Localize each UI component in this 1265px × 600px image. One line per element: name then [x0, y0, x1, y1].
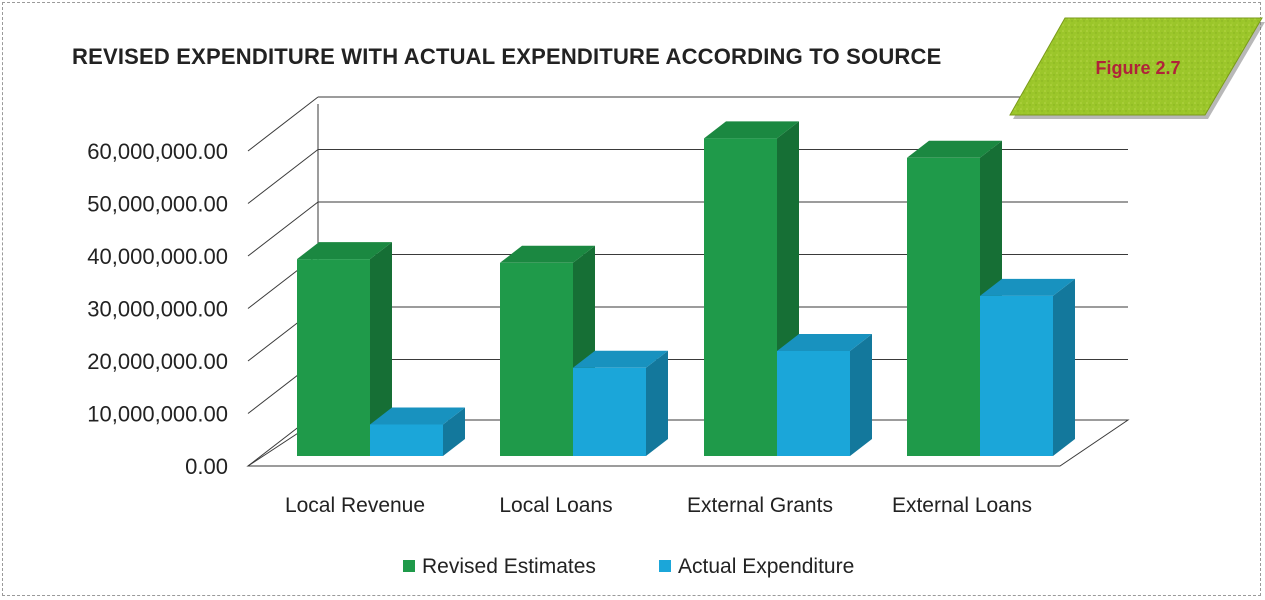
y-tick-label: 20,000,000.00 [87, 349, 228, 374]
y-axis: 0.00 10,000,000.00 20,000,000.00 30,000,000… [87, 139, 228, 479]
y-tick-label: 40,000,000.00 [87, 244, 228, 269]
bar-side [443, 407, 465, 456]
y-tick-label: 60,000,000.00 [87, 139, 228, 164]
bar-front [500, 262, 573, 456]
bar-actual-expenditure [573, 350, 668, 456]
x-tick-label: Local Loans [499, 494, 612, 517]
x-axis: Local Revenue Local Loans External Grants E… [285, 494, 1032, 517]
grid-diagonal [247, 201, 319, 257]
bar-side [850, 334, 872, 456]
x-tick-label: External Loans [892, 494, 1032, 517]
bar-actual-expenditure [777, 334, 872, 456]
grid-diagonal [247, 96, 319, 152]
bar-top [907, 140, 1002, 158]
figure-badge-label: Figure 2.7 [1095, 58, 1180, 78]
bar-top [704, 121, 799, 139]
figure-badge: Figure 2.7 [1009, 17, 1265, 119]
bar-front [704, 138, 777, 456]
bar-actual-expenditure [980, 278, 1075, 456]
legend-swatch [403, 560, 415, 572]
bar-top [500, 245, 595, 263]
y-tick-label: 50,000,000.00 [87, 192, 228, 217]
bar-front [907, 157, 980, 457]
bar-top [297, 242, 392, 260]
figure-badge-shape [1009, 17, 1263, 116]
bar-side [370, 242, 392, 456]
bar-front [573, 367, 646, 456]
bars-layer [297, 121, 1075, 457]
bar-front [297, 259, 370, 456]
legend-label: Revised Estimates [422, 555, 596, 578]
bar-side [1053, 278, 1075, 456]
legend-label: Actual Expenditure [678, 555, 854, 578]
chart-title: REVISED EXPENDITURE WITH ACTUAL EXPENDIT… [72, 44, 942, 69]
bar-front [980, 295, 1053, 456]
y-tick-label: 0.00 [185, 454, 228, 479]
bar-actual-expenditure [370, 407, 465, 456]
bar-front [777, 351, 850, 456]
chart-floor [246, 419, 1130, 467]
y-tick-label: 10,000,000.00 [87, 402, 228, 427]
legend-swatch [659, 560, 671, 572]
bar-top [370, 407, 465, 425]
bar-top [573, 350, 668, 368]
x-tick-label: External Grants [687, 494, 833, 517]
grid-diagonal [247, 149, 319, 204]
bar-top [777, 334, 872, 351]
legend: Revised Estimates Actual Expenditure [403, 555, 854, 578]
y-tick-label: 30,000,000.00 [87, 297, 228, 322]
bar-side [646, 350, 668, 456]
x-tick-label: Local Revenue [285, 494, 425, 517]
bar-revised-estimates [297, 242, 392, 456]
bar-top [980, 278, 1075, 296]
bar-front [370, 424, 443, 456]
